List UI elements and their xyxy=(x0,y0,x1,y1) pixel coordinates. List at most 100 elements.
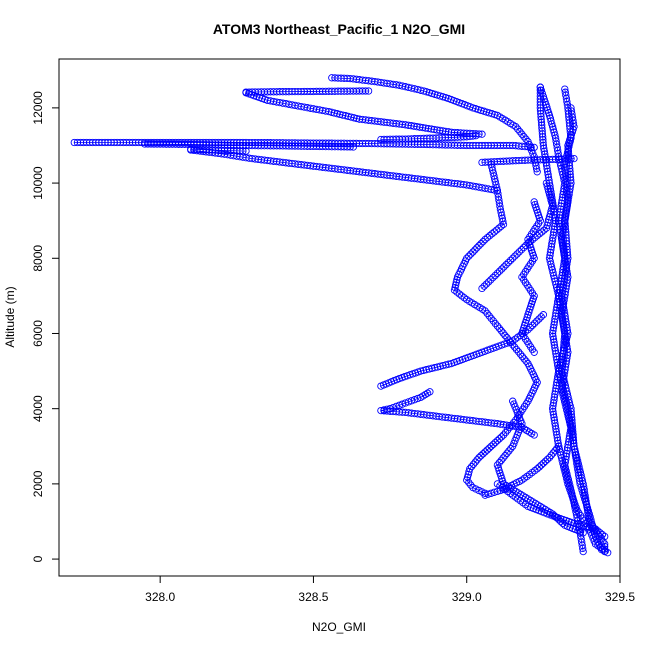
series-line xyxy=(539,87,608,554)
x-tick-label: 329.5 xyxy=(605,590,635,604)
data-point xyxy=(562,321,571,329)
data-point xyxy=(585,510,593,518)
data-point xyxy=(503,426,512,434)
data-point xyxy=(538,121,546,129)
data-point xyxy=(501,428,510,437)
data-point xyxy=(568,428,576,436)
data-point xyxy=(498,265,506,273)
data-point xyxy=(545,216,553,224)
data-point xyxy=(559,300,567,309)
data-point xyxy=(563,192,572,200)
data-point xyxy=(347,113,355,121)
data-point xyxy=(566,416,574,424)
data-point xyxy=(547,196,555,204)
data-point xyxy=(525,470,534,479)
data-point xyxy=(548,240,556,248)
data-point xyxy=(564,407,573,416)
data-point xyxy=(543,167,552,176)
data-point xyxy=(565,410,573,419)
data-point xyxy=(550,413,558,422)
data-point xyxy=(561,458,569,466)
data-point xyxy=(364,87,373,95)
data-point xyxy=(562,237,571,245)
data-point xyxy=(558,289,566,297)
data-point xyxy=(401,121,410,129)
data-point xyxy=(436,362,444,370)
y-tick-label: 10000 xyxy=(31,166,45,200)
data-point xyxy=(518,352,526,361)
data-point xyxy=(562,467,570,475)
data-point xyxy=(550,396,558,404)
data-point xyxy=(557,454,566,462)
data-point xyxy=(563,202,571,210)
data-point xyxy=(553,444,561,453)
data-point xyxy=(563,354,571,362)
data-point xyxy=(453,288,461,296)
data-point xyxy=(511,335,519,343)
data-point xyxy=(536,83,544,91)
data-point xyxy=(555,222,564,231)
data-point xyxy=(480,282,488,290)
data-point xyxy=(551,447,559,455)
data-point xyxy=(579,529,587,537)
data-point xyxy=(550,318,559,326)
data-point xyxy=(484,278,493,286)
data-point xyxy=(511,252,519,260)
data-point xyxy=(430,125,438,134)
data-point xyxy=(493,322,502,330)
data-point xyxy=(562,231,570,239)
data-point xyxy=(481,235,489,244)
data-point xyxy=(495,435,504,443)
data-point xyxy=(563,326,572,335)
data-point xyxy=(509,254,517,262)
data-point xyxy=(575,474,583,482)
data-point xyxy=(548,266,556,274)
data-point xyxy=(495,324,503,332)
data-point xyxy=(544,170,552,179)
data-point xyxy=(549,326,557,335)
data-point xyxy=(563,260,571,268)
data-point xyxy=(587,515,595,524)
data-point xyxy=(568,431,576,439)
data-point xyxy=(551,344,559,352)
data-point xyxy=(545,213,554,221)
data-point xyxy=(325,107,333,116)
data-point xyxy=(543,182,551,190)
data-point xyxy=(535,230,544,238)
y-tick-label: 12000 xyxy=(31,91,45,125)
data-point xyxy=(450,286,459,294)
data-point xyxy=(419,123,427,132)
data-point xyxy=(475,453,483,462)
data-point xyxy=(421,124,430,132)
data-point xyxy=(555,515,563,524)
data-point xyxy=(499,431,508,439)
data-point xyxy=(436,126,444,135)
data-point xyxy=(513,250,521,258)
data-point xyxy=(548,201,557,210)
data-series xyxy=(377,132,480,144)
data-point xyxy=(551,347,560,355)
data-point xyxy=(483,446,491,454)
data-point xyxy=(501,452,509,460)
data-point xyxy=(565,413,573,422)
data-point xyxy=(487,314,495,323)
data-point xyxy=(416,123,424,131)
data-point xyxy=(548,405,557,413)
data-point xyxy=(562,211,570,219)
data-point xyxy=(469,132,477,140)
data-point xyxy=(479,450,487,458)
data-point xyxy=(596,529,604,537)
data-point xyxy=(541,150,549,158)
data-point xyxy=(550,338,558,346)
data-point xyxy=(538,228,546,236)
data-point xyxy=(551,390,559,398)
data-point xyxy=(491,271,499,280)
data-point xyxy=(549,335,558,343)
data-point xyxy=(579,544,587,553)
data-point xyxy=(518,130,526,138)
data-point xyxy=(422,366,430,374)
data-point xyxy=(453,276,461,284)
data-point xyxy=(460,294,468,302)
data-point xyxy=(477,240,485,248)
